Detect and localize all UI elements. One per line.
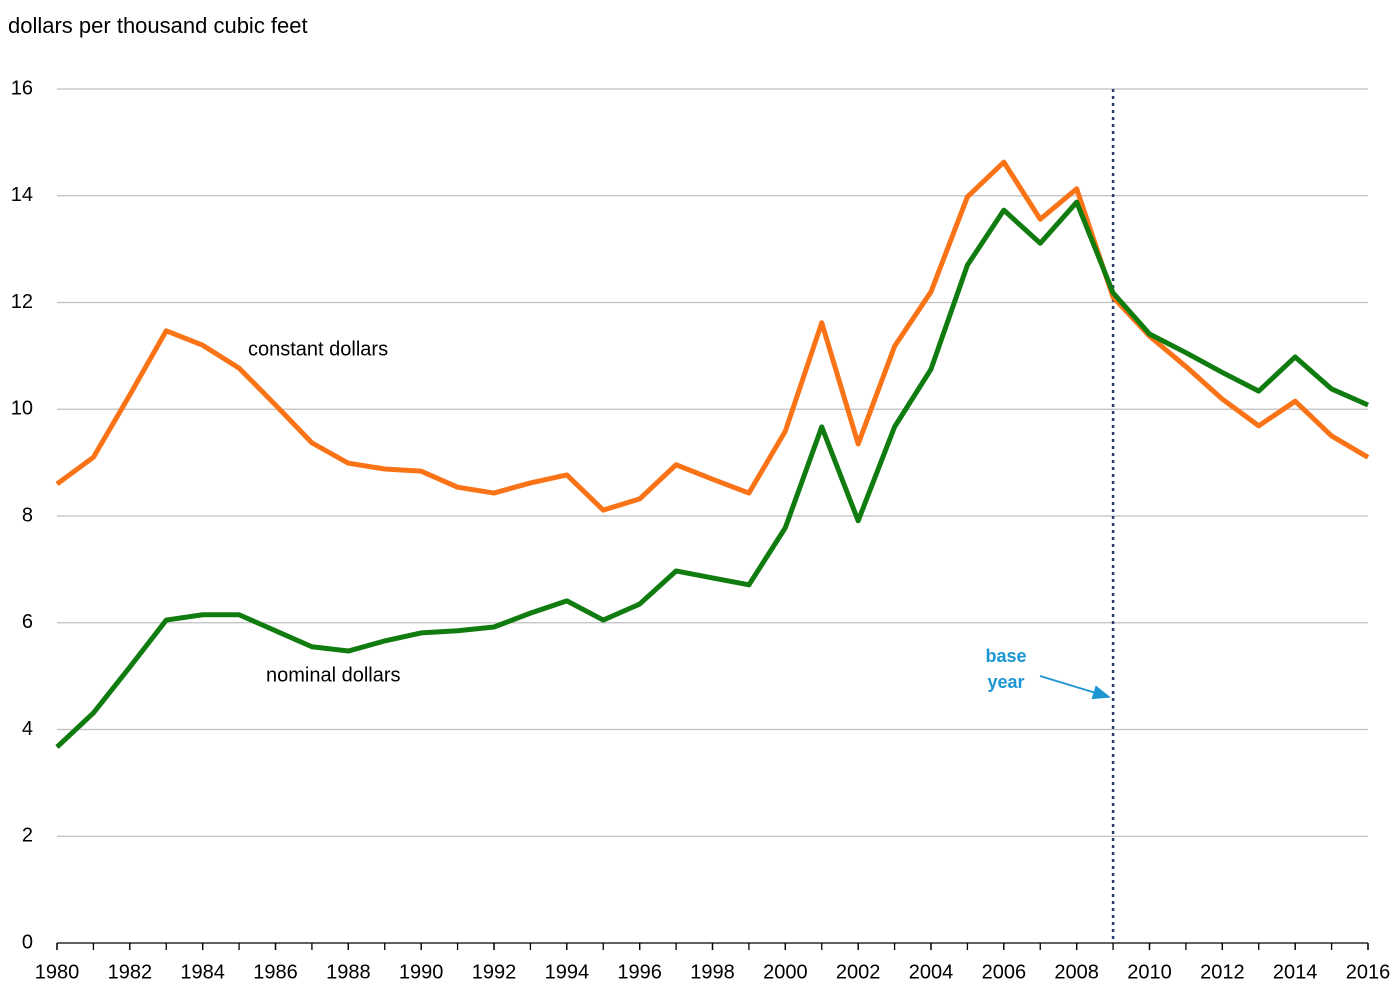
x-tick-label: 2000 [763,961,808,983]
x-tick-label: 1994 [545,961,590,983]
y-tick-label: 8 [22,504,33,526]
series-label: constant dollars [248,338,388,360]
y-tick-label: 6 [22,611,33,633]
y-tick-label: 2 [22,825,33,847]
x-tick-label: 1992 [472,961,517,983]
x-tick-label: 1984 [180,961,225,983]
x-tick-label: 2014 [1273,961,1318,983]
x-tick-label: 1990 [399,961,444,983]
series-line [55,199,1370,749]
x-tick-label: 1998 [690,961,735,983]
reference-label: base [985,646,1026,666]
x-tick-label: 2006 [982,961,1027,983]
y-tick-label: 0 [22,931,33,953]
x-tick-label: 1988 [326,961,371,983]
x-tick-label: 2012 [1200,961,1245,983]
reference-arrow [1039,675,1111,700]
x-tick-label: 2010 [1127,961,1172,983]
y-tick-label: 16 [11,77,33,99]
y-tick-label: 4 [22,718,33,740]
y-axis-label: dollars per thousand cubic feet [8,13,308,38]
y-tick-label: 10 [11,398,33,420]
x-tick-label: 2002 [836,961,881,983]
y-tick-label: 14 [11,184,33,206]
x-tick-label: 1980 [35,961,80,983]
x-tick-label: 1982 [108,961,153,983]
y-tick-label: 12 [11,291,33,313]
x-tick-label: 2016 [1346,961,1391,983]
x-tick-label: 1996 [617,961,662,983]
x-tick-label: 1986 [253,961,298,983]
reference-label: year [987,672,1024,692]
series-label: nominal dollars [266,664,401,686]
x-tick-label: 2008 [1054,961,1099,983]
x-tick-label: 2004 [909,961,954,983]
series-line [55,159,1370,513]
